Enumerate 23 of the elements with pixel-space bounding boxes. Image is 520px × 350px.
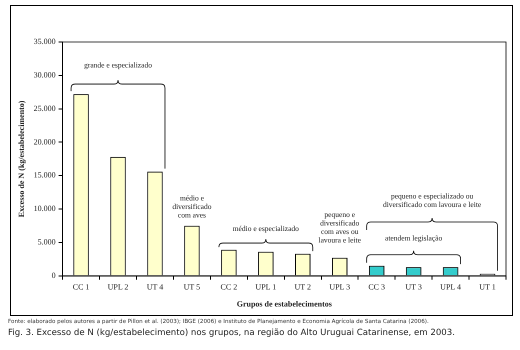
y-tick-label: 15.000 [34, 170, 56, 180]
x-tick-label: UT 1 [479, 282, 496, 292]
y-tick-label: 35.000 [34, 37, 56, 46]
x-tick-label: UT 5 [184, 282, 200, 292]
y-tick-label: 5.000 [38, 237, 56, 246]
y-tick-label: 20.000 [34, 137, 56, 146]
y-tick-label: 0 [52, 270, 56, 280]
x-axis-title: Grupos de estabelecimentos [236, 299, 332, 308]
y-axis-title: Excesso de N (kg/estabelecimento) [16, 100, 26, 218]
x-tick-label: UPL 3 [329, 282, 350, 292]
x-tick-label: UPL 4 [440, 282, 461, 292]
x-tick-label: UT 4 [146, 282, 164, 292]
y-tick-label: 25.000 [34, 104, 56, 113]
x-tick-label: UT 2 [294, 282, 312, 292]
x-tick-label: UPL 1 [255, 282, 276, 292]
y-tick-label: 10.000 [34, 204, 56, 214]
text: Fig. 3. Excesso de N (kg/estabelecimento) nos grupos, na região do Alto Uruguai Catarinense, em 2003. [8, 328, 456, 338]
y-tick-label: 30.000 [34, 70, 56, 80]
x-tick-label: UPL 2 [108, 282, 128, 292]
x-tick-label: CC 3 [368, 282, 386, 292]
x-tick-label: CC 2 [220, 282, 238, 292]
x-tick-label: CC 1 [72, 282, 90, 292]
x-tick-label: UT 3 [405, 282, 422, 292]
